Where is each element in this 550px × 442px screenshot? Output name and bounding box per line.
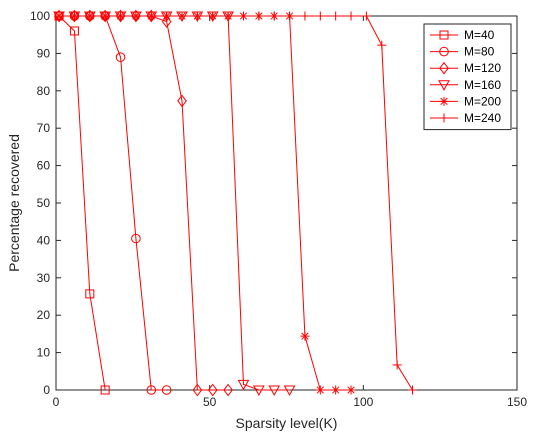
data-point (85, 289, 95, 299)
legend-label: M=160 (464, 78, 501, 92)
legend-box (423, 23, 512, 131)
y-tick-label: 90 (37, 46, 51, 60)
data-point (283, 385, 296, 397)
y-tick-label: 60 (37, 159, 51, 173)
data-point (223, 11, 233, 21)
axis-ticks: 0 50 100 150 0 10 20 30 40 50 60 70 80 90 100 (30, 9, 527, 409)
legend-item: M=40 (430, 28, 495, 42)
legend-marker (439, 30, 449, 40)
series-line-m-40 (58, 15, 106, 391)
y-tick-label: 100 (30, 9, 50, 23)
data-point (54, 11, 64, 21)
data-point (361, 11, 371, 21)
y-axis-label: Percentage recovered (6, 134, 22, 272)
y-tick-label: 0 (43, 383, 50, 397)
legend-label: M=240 (464, 111, 501, 125)
data-point (177, 11, 187, 21)
legend-item: M=200 (430, 94, 501, 108)
y-tick-label: 30 (37, 271, 51, 285)
legend-item: M=80 (430, 45, 495, 59)
legend-marker (438, 80, 450, 91)
legend-item: M=120 (430, 61, 501, 75)
series-m-240 (54, 11, 418, 395)
data-point (285, 11, 295, 21)
data-point (69, 11, 79, 21)
legend-marker (439, 61, 449, 75)
x-tick-label: 150 (507, 395, 527, 409)
x-tick-label: 100 (353, 395, 373, 409)
data-point (100, 11, 110, 21)
legend-marker (439, 96, 449, 106)
data-point (85, 11, 95, 21)
legend-label: M=40 (464, 28, 495, 42)
data-point (100, 385, 110, 395)
data-point (238, 11, 248, 21)
data-point (346, 11, 356, 21)
data-point (315, 385, 325, 395)
legend-label: M=120 (464, 61, 501, 75)
data-point (146, 11, 156, 21)
data-point (377, 40, 387, 50)
data-point (300, 331, 310, 341)
data-point (208, 11, 218, 21)
data-point (300, 11, 310, 21)
data-point (331, 385, 341, 395)
y-tick-label: 80 (37, 84, 51, 98)
data-point (115, 52, 126, 62)
legend-item: M=240 (430, 111, 501, 125)
legend-label: M=80 (464, 45, 495, 59)
data-point (269, 11, 279, 21)
data-point (346, 385, 356, 395)
y-tick-label: 20 (37, 308, 51, 322)
data-point (146, 385, 157, 395)
data-point (237, 379, 250, 391)
data-point (192, 383, 203, 397)
data-point (162, 11, 172, 21)
y-tick-label: 10 (37, 346, 51, 360)
data-point (192, 11, 202, 21)
data-point (252, 385, 265, 397)
y-tick-label: 70 (37, 121, 51, 135)
data-point (116, 11, 126, 21)
data-point (131, 11, 141, 21)
data-point (331, 11, 341, 21)
data-point (161, 385, 172, 395)
x-tick-label: 50 (203, 395, 217, 409)
data-point (69, 26, 79, 36)
legend-marker (439, 113, 449, 123)
legend-label: M=200 (464, 94, 501, 108)
x-axis-label: Sparsity level(K) (236, 415, 338, 431)
legend-item: M=160 (430, 78, 501, 92)
y-tick-label: 50 (37, 196, 51, 210)
data-point (408, 385, 418, 395)
y-tick-label: 40 (37, 233, 51, 247)
data-point (177, 94, 187, 108)
series-layer (53, 9, 418, 397)
legend: M=40 M=80 M=120 M=160 M=200 M=240 (423, 23, 512, 131)
data-point (161, 15, 172, 28)
data-point (268, 385, 281, 397)
data-point (207, 383, 218, 397)
legend-marker (439, 46, 449, 57)
data-point (392, 360, 402, 370)
data-point (223, 383, 233, 397)
x-tick-label: 0 (53, 395, 60, 409)
data-point (315, 11, 325, 21)
data-point (254, 11, 264, 21)
data-point (131, 233, 141, 244)
